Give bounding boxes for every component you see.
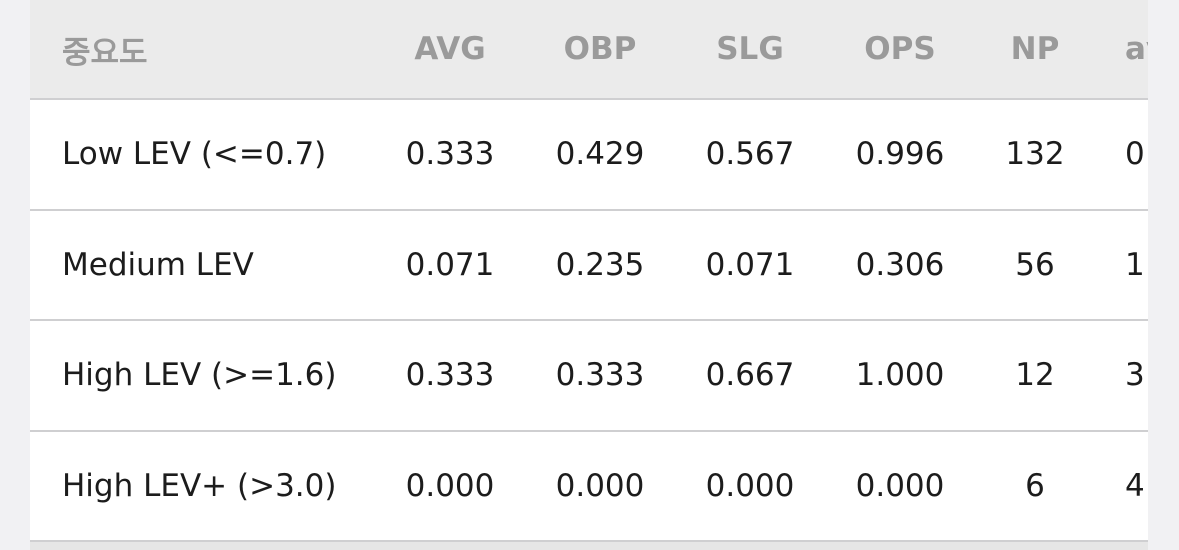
- cell: 0.: [1125, 136, 1148, 173]
- cell: SLG: [716, 31, 784, 67]
- cell: Low LEV (<=0.7): [62, 136, 327, 173]
- header-row: 중요도 AVG OBP SLG OPS NP av: [30, 0, 1148, 100]
- table-row: High LEV+ (>3.0) 0.000 0.000 0.000 0.000 6 4.: [30, 432, 1148, 542]
- cell: 0.567: [705, 136, 795, 173]
- table-row: Low LEV (<=0.7) 0.333 0.429 0.567 0.996 132 0.: [30, 100, 1148, 211]
- cell: 0.306: [855, 246, 945, 283]
- cell: 1.000: [855, 357, 945, 394]
- cell: 3.: [1125, 357, 1148, 394]
- cell: 4.: [1125, 467, 1148, 504]
- cell: 0.667: [705, 357, 795, 394]
- cell: OBP: [563, 31, 637, 67]
- cell: 0.000: [855, 467, 945, 504]
- cell: 0.000: [405, 467, 495, 504]
- cell: High LEV (>=1.6): [62, 357, 337, 394]
- cell: 0.071: [405, 246, 495, 283]
- cell: 132: [1005, 136, 1065, 173]
- table-row: Medium LEV 0.071 0.235 0.071 0.306 56 1.: [30, 211, 1148, 321]
- cell: 0.000: [555, 467, 645, 504]
- cell: 12: [1015, 357, 1055, 394]
- cell: 0.333: [405, 357, 495, 394]
- cell: 0.429: [555, 136, 645, 173]
- cell: 중요도: [62, 34, 148, 71]
- cell: 1.: [1125, 246, 1148, 283]
- cell: 56: [1015, 246, 1055, 283]
- cell: 0.333: [555, 357, 645, 394]
- cell: High LEV+ (>3.0): [62, 467, 337, 504]
- table-row: High LEV (>=1.6) 0.333 0.333 0.667 1.000 12 3.: [30, 321, 1148, 432]
- table: 중요도 AVG OBP SLG OPS NP av Low LEV (<=0.7) 0.333 0…: [30, 0, 1148, 550]
- cell: Medium LEV: [62, 246, 254, 283]
- cell: 0.000: [705, 467, 795, 504]
- cell: NP: [1010, 31, 1060, 67]
- cell: 0.333: [405, 136, 495, 173]
- cell: OPS: [864, 31, 936, 67]
- cell: av: [1125, 31, 1148, 67]
- table-footer: [30, 541, 1148, 550]
- cell: 0.071: [705, 246, 795, 283]
- cell: AVG: [414, 31, 486, 67]
- cell: 0.996: [855, 136, 945, 173]
- cell: 0.235: [555, 246, 645, 283]
- cell: 6: [1025, 467, 1045, 504]
